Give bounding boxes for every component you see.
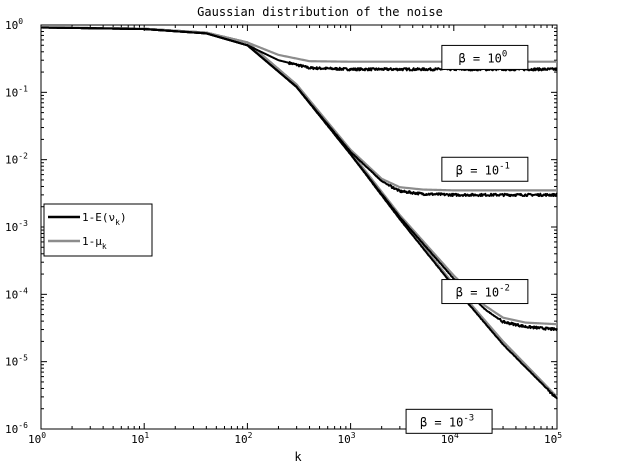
y-tick-label: 10-3: [5, 219, 28, 234]
y-tick-label: 10-1: [5, 84, 28, 99]
series-layer: [40, 26, 558, 400]
beta-box-border: [441, 156, 529, 182]
chart-title: Gaussian distribution of the noise: [197, 5, 443, 19]
legend-entry-label: 1-E(νk): [82, 211, 127, 227]
beta-box-border: [441, 279, 529, 305]
beta-label-box: β = 10-3: [405, 408, 493, 434]
beta-label-box: β = 100: [441, 44, 529, 70]
x-tick-label: 102: [234, 431, 252, 446]
beta-label-text: β = 100: [458, 49, 507, 65]
beta-label-text: β = 10-3: [420, 413, 474, 429]
beta-labels: β = 100 β = 10-1 β = 10-2 β = 10-3: [405, 44, 529, 434]
legend: 1-E(νk) 1-μk: [43, 203, 153, 257]
x-tick-label: 105: [544, 431, 562, 446]
beta-label-box: β = 10-1: [441, 156, 529, 182]
y-tick-label: 10-5: [5, 354, 28, 369]
y-tick-label: 10-2: [5, 152, 28, 167]
x-tick-label: 100: [28, 431, 46, 446]
legend-box: [43, 203, 153, 257]
beta-label-text: β = 10-1: [456, 161, 510, 177]
x-tick-label: 104: [441, 431, 459, 446]
beta-label-box: β = 10-2: [441, 279, 529, 305]
beta-box-border: [405, 408, 493, 434]
y-tick-label: 10-4: [5, 286, 28, 301]
x-axis-label: k: [294, 450, 302, 464]
series-line-1-E-beta-10^-3: [40, 26, 558, 400]
beta-label-text: β = 10-2: [456, 284, 510, 300]
y-tick-label: 100: [5, 17, 23, 32]
beta-box-border: [441, 44, 529, 70]
x-tick-label: 103: [338, 431, 356, 446]
y-tick-label: 10-6: [5, 421, 28, 436]
legend-entry-label: 1-μk: [82, 235, 107, 251]
x-tick-label: 101: [131, 431, 149, 446]
